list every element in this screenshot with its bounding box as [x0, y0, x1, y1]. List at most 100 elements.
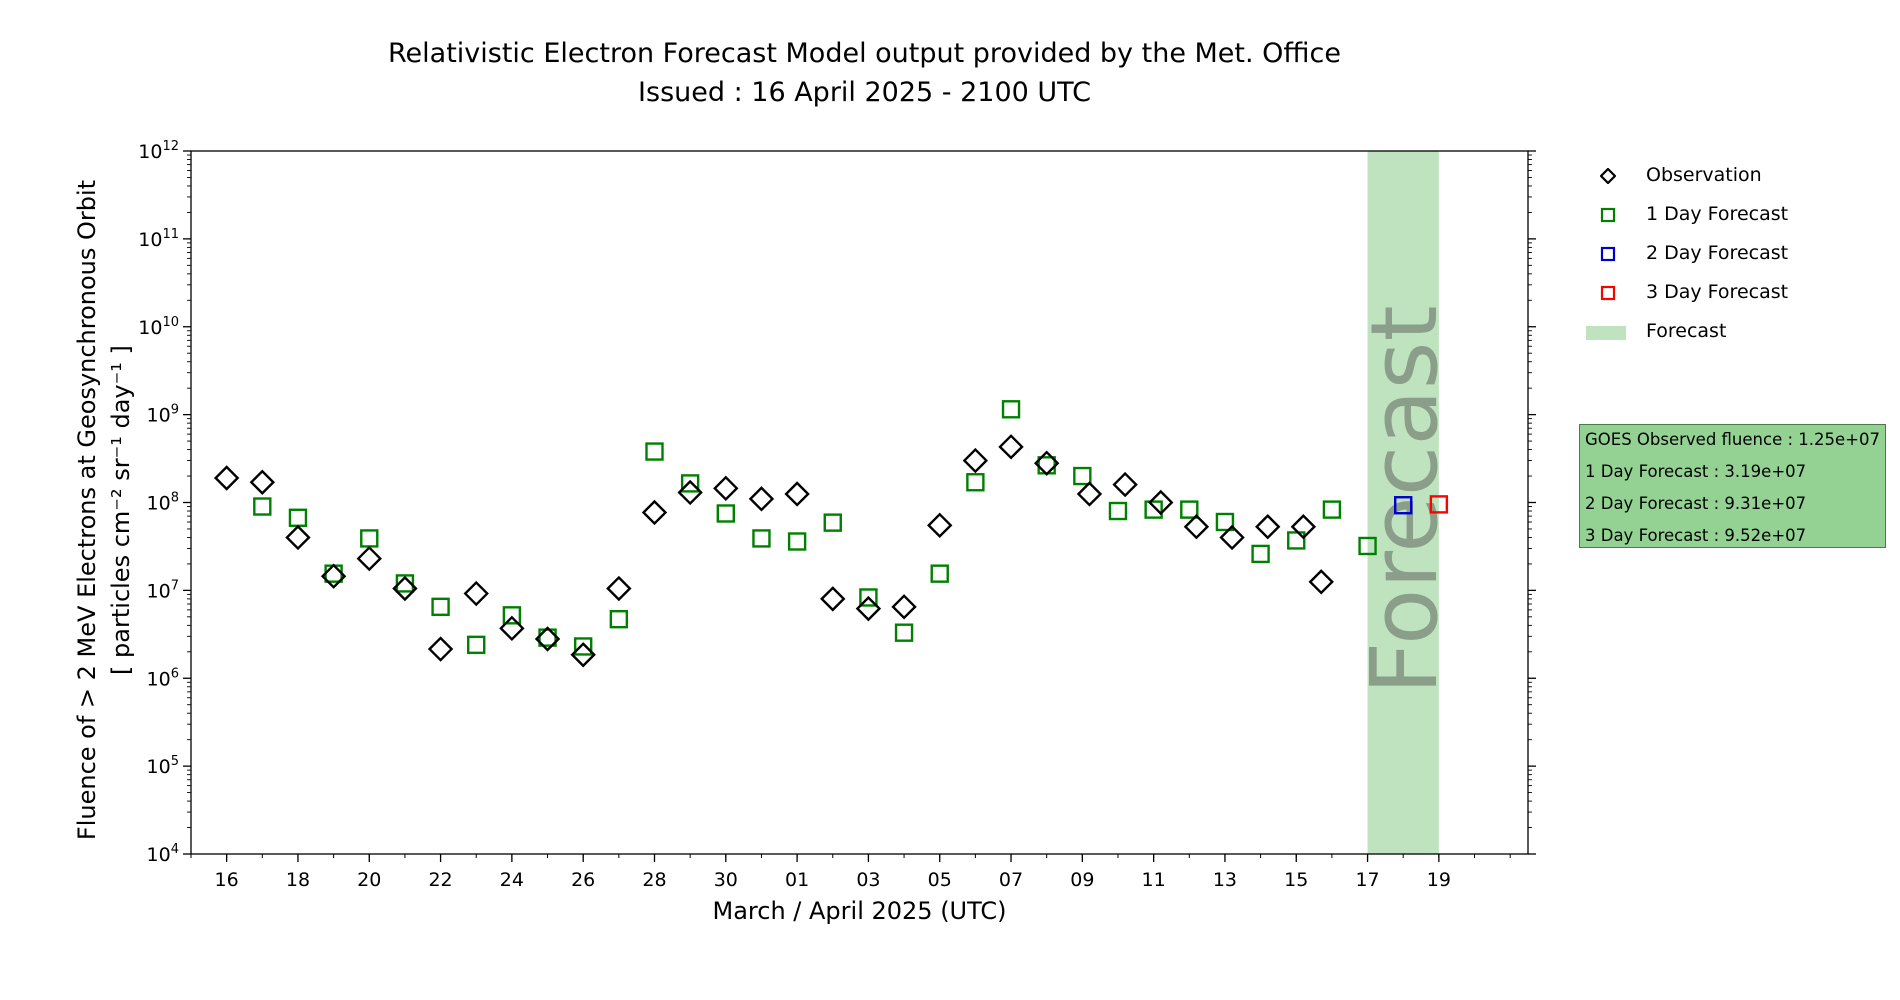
x-tick-label: 15 [1284, 869, 1308, 891]
diamond-marker-icon [1600, 168, 1616, 184]
forecast-region-label: Forecast [1351, 305, 1458, 694]
summary-3-day: 3 Day Forecast : 9.52e+07 [1585, 526, 1807, 545]
x-axis-label: March / April 2025 (UTC) [712, 897, 1007, 925]
observation-point [534, 626, 561, 652]
observation-point [1033, 450, 1060, 476]
x-tick-label: 11 [1142, 869, 1166, 891]
legend-label: Forecast [1646, 320, 1727, 342]
y-tick-label: 107 [147, 578, 179, 602]
observation-point [463, 580, 489, 607]
observation-point [1112, 471, 1138, 498]
blue-square-marker-icon [1600, 246, 1616, 262]
summary-2-day: 2 Day Forecast : 9.31e+07 [1585, 494, 1807, 513]
observation-point [606, 575, 632, 602]
1-day-forecast-point [680, 474, 700, 493]
forecast-region [1367, 151, 1439, 854]
observation-point [641, 499, 668, 526]
green-square-marker-icon [1600, 207, 1616, 223]
summary-observed: GOES Observed fluence : 1.25e+07 [1585, 430, 1880, 449]
observation-point [1255, 514, 1281, 540]
3-day-forecast-point [1429, 495, 1449, 514]
summary-1-day: 1 Day Forecast : 3.19e+07 [1585, 462, 1807, 481]
chart-title: Relativistic Electron Forecast Model out… [388, 38, 1341, 69]
observation-point [927, 512, 953, 539]
1-day-forecast-point [966, 473, 985, 492]
y-tick-label: 108 [147, 491, 179, 515]
plot-frame [190, 150, 1529, 855]
1-day-forecast-point [1215, 512, 1235, 532]
x-tick-label: 09 [1070, 869, 1094, 891]
summary-box: GOES Observed fluence : 1.25e+07 1 Day F… [1579, 424, 1886, 548]
x-tick-label: 01 [785, 869, 809, 891]
1-day-forecast-point [787, 532, 807, 551]
observation-point [320, 563, 347, 589]
y-tick-label: 109 [147, 403, 179, 427]
1-day-forecast-point [645, 442, 664, 461]
1-day-forecast-point [1358, 536, 1377, 556]
observation-point [1148, 489, 1174, 516]
observation-point [713, 475, 739, 502]
x-tick-label: 07 [999, 869, 1023, 891]
1-day-forecast-point [502, 606, 522, 625]
1-day-forecast-point [573, 637, 593, 656]
1-day-forecast-point [1322, 500, 1342, 519]
x-tick-label: 13 [1213, 869, 1237, 891]
x-tick-label: 30 [714, 869, 738, 891]
observation-point [427, 636, 454, 662]
observation-point [1219, 524, 1245, 551]
1-day-forecast-point [1180, 500, 1199, 519]
1-day-forecast-point [1073, 466, 1092, 486]
1-day-forecast-point [1037, 456, 1056, 475]
1-day-forecast-point [859, 588, 878, 607]
1-day-forecast-point [752, 529, 771, 548]
1-day-forecast-point [288, 508, 308, 527]
1-day-forecast-point [360, 529, 379, 548]
x-tick-label: 28 [642, 869, 666, 891]
observation-point [1076, 481, 1103, 507]
observation-point [998, 434, 1024, 460]
1-day-forecast-point [716, 504, 735, 523]
1-day-forecast-point [395, 574, 415, 593]
2-day-forecast-point [1394, 496, 1413, 515]
observation-point [213, 465, 240, 491]
x-tick-label: 17 [1355, 869, 1379, 891]
legend-label: 3 Day Forecast [1646, 281, 1789, 303]
legend-label: 1 Day Forecast [1646, 203, 1789, 225]
1-day-forecast-point [467, 635, 486, 655]
1-day-forecast-point [1001, 400, 1021, 419]
1-day-forecast-point [894, 623, 914, 642]
observation-point [748, 486, 775, 512]
1-day-forecast-point [431, 597, 450, 617]
forecast-patch-icon [1586, 326, 1626, 340]
1-day-forecast-point [1287, 531, 1306, 550]
1-day-forecast-point [930, 564, 949, 583]
observation-point [962, 447, 989, 474]
x-tick-label: 19 [1427, 869, 1451, 891]
observation-point [855, 595, 882, 622]
x-tick-label: 26 [571, 869, 595, 891]
y-tick-label: 1011 [138, 227, 179, 251]
observation-point [285, 524, 311, 551]
1-day-forecast-point [609, 609, 629, 629]
x-tick-label: 05 [928, 869, 952, 891]
y-tick-label: 104 [147, 842, 179, 866]
x-tick-label: 20 [357, 869, 381, 891]
chart-subtitle: Issued : 16 April 2025 - 2100 UTC [638, 77, 1091, 108]
observation-point [499, 615, 525, 642]
red-square-marker-icon [1600, 285, 1616, 301]
observation-point [1183, 514, 1210, 540]
observation-point [1308, 569, 1334, 595]
observation-point [784, 481, 810, 507]
observation-point [356, 545, 382, 572]
x-tick-label: 22 [428, 869, 452, 891]
observation-point [1290, 514, 1317, 540]
observation-point [570, 642, 596, 668]
x-tick-label: 24 [500, 869, 524, 891]
observation-point [891, 594, 917, 620]
1-day-forecast-point [823, 513, 842, 532]
x-tick-label: 03 [856, 869, 880, 891]
x-tick-label: 18 [286, 869, 310, 891]
observation-point [677, 479, 703, 506]
observation-point [392, 575, 418, 602]
